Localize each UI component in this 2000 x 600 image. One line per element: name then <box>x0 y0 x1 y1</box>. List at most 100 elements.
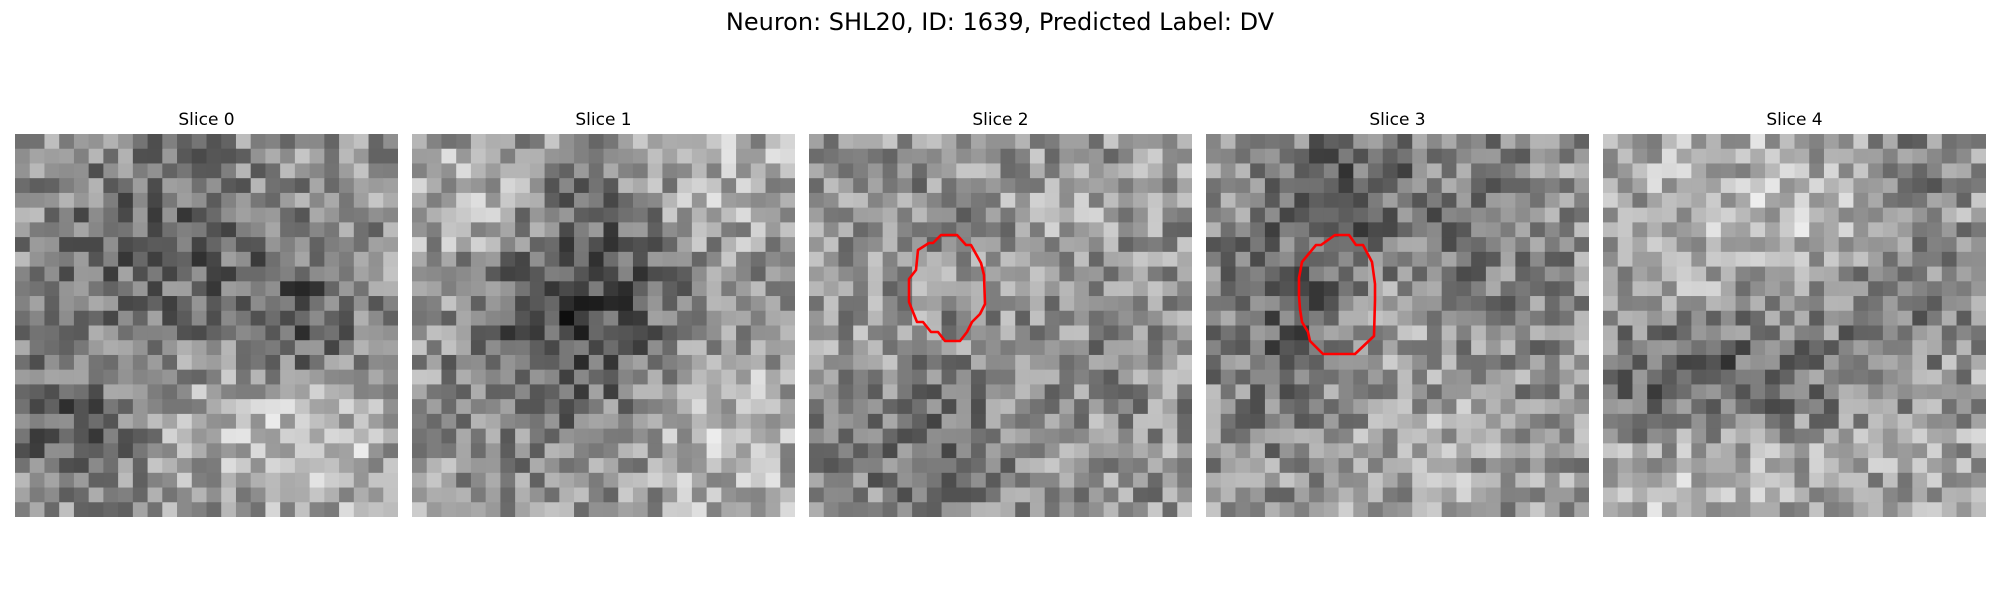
pixel <box>559 487 575 503</box>
pixel <box>1000 384 1016 400</box>
pixel <box>1691 384 1707 400</box>
pixel <box>897 354 913 371</box>
pixel <box>971 178 987 194</box>
pixel <box>132 148 149 164</box>
pixel <box>309 296 325 312</box>
pixel <box>750 472 767 489</box>
pixel <box>235 266 252 282</box>
pixel <box>882 296 898 312</box>
pixel <box>823 310 839 326</box>
pixel <box>1882 192 1899 209</box>
pixel <box>1823 458 1840 474</box>
pixel <box>118 413 134 430</box>
pixel <box>59 251 75 268</box>
pixel <box>44 340 60 356</box>
pixel <box>280 399 296 415</box>
pixel <box>324 266 340 282</box>
pixel <box>1250 207 1266 223</box>
pixel <box>1574 325 1589 341</box>
pixel <box>485 222 501 238</box>
pixel <box>1515 472 1531 489</box>
pixel <box>1264 251 1281 268</box>
pixel <box>706 163 722 179</box>
pixel <box>1868 134 1884 150</box>
pixel <box>1044 178 1060 194</box>
pixel <box>353 443 370 459</box>
pixel <box>470 222 487 238</box>
pixel <box>603 178 619 194</box>
pixel <box>677 384 693 400</box>
pixel <box>647 163 663 179</box>
pixel <box>1250 369 1266 385</box>
pixel <box>971 428 987 444</box>
pixel <box>1382 443 1398 459</box>
pixel <box>632 340 649 356</box>
pixel <box>1927 458 1943 474</box>
pixel <box>574 325 590 341</box>
pixel <box>677 458 693 474</box>
pixel <box>1691 310 1707 326</box>
pixel <box>1544 251 1561 268</box>
pixel <box>1485 413 1502 430</box>
pixel <box>559 502 575 517</box>
pixel <box>882 472 898 489</box>
pixel <box>1720 266 1737 282</box>
pixel <box>603 281 619 297</box>
pixel <box>1720 428 1737 444</box>
pixel <box>280 502 296 517</box>
pixel <box>1912 163 1928 179</box>
pixel <box>383 472 398 489</box>
pixel <box>1074 163 1090 179</box>
pixel <box>1676 237 1692 253</box>
pixel <box>809 310 825 326</box>
pixel <box>603 399 619 415</box>
pixel <box>265 458 281 474</box>
pixel <box>235 237 252 253</box>
pixel <box>1206 148 1222 164</box>
pixel <box>1809 192 1825 209</box>
pixel <box>441 251 457 268</box>
pixel <box>1632 443 1648 459</box>
pixel <box>515 178 531 194</box>
pixel <box>1823 413 1840 430</box>
pixel <box>103 310 119 326</box>
pixel <box>1294 163 1310 179</box>
pixel <box>971 207 987 223</box>
pixel <box>971 148 987 164</box>
pixel <box>412 487 428 503</box>
pixel <box>662 178 678 194</box>
pixel <box>235 325 252 341</box>
pixel <box>1485 178 1502 194</box>
pixel <box>1838 192 1854 209</box>
pixel <box>485 502 501 517</box>
pixel <box>1000 192 1016 209</box>
pixel <box>647 340 663 356</box>
pixel <box>280 251 296 268</box>
pixel <box>691 428 708 444</box>
pixel <box>1133 266 1149 282</box>
pixel <box>985 281 1001 297</box>
pixel <box>383 340 398 356</box>
pixel <box>441 266 457 282</box>
pixel <box>73 281 90 297</box>
pixel <box>426 502 442 517</box>
pixel <box>353 296 370 312</box>
pixel <box>1574 443 1589 459</box>
pixel <box>1941 502 1958 517</box>
pixel <box>867 472 884 489</box>
pixel <box>1912 428 1928 444</box>
pixel <box>1530 251 1546 268</box>
pixel <box>941 281 957 297</box>
pixel <box>1544 310 1561 326</box>
pixel <box>1353 428 1369 444</box>
pixel <box>736 369 752 385</box>
pixel <box>1206 281 1222 297</box>
neuron-contour-outline <box>1297 233 1377 356</box>
pixel <box>691 281 708 297</box>
pixel <box>1500 325 1516 341</box>
pixel <box>118 354 134 371</box>
pixel <box>1809 472 1825 489</box>
pixel <box>588 443 604 459</box>
pixel <box>985 325 1001 341</box>
pixel <box>1794 296 1810 312</box>
